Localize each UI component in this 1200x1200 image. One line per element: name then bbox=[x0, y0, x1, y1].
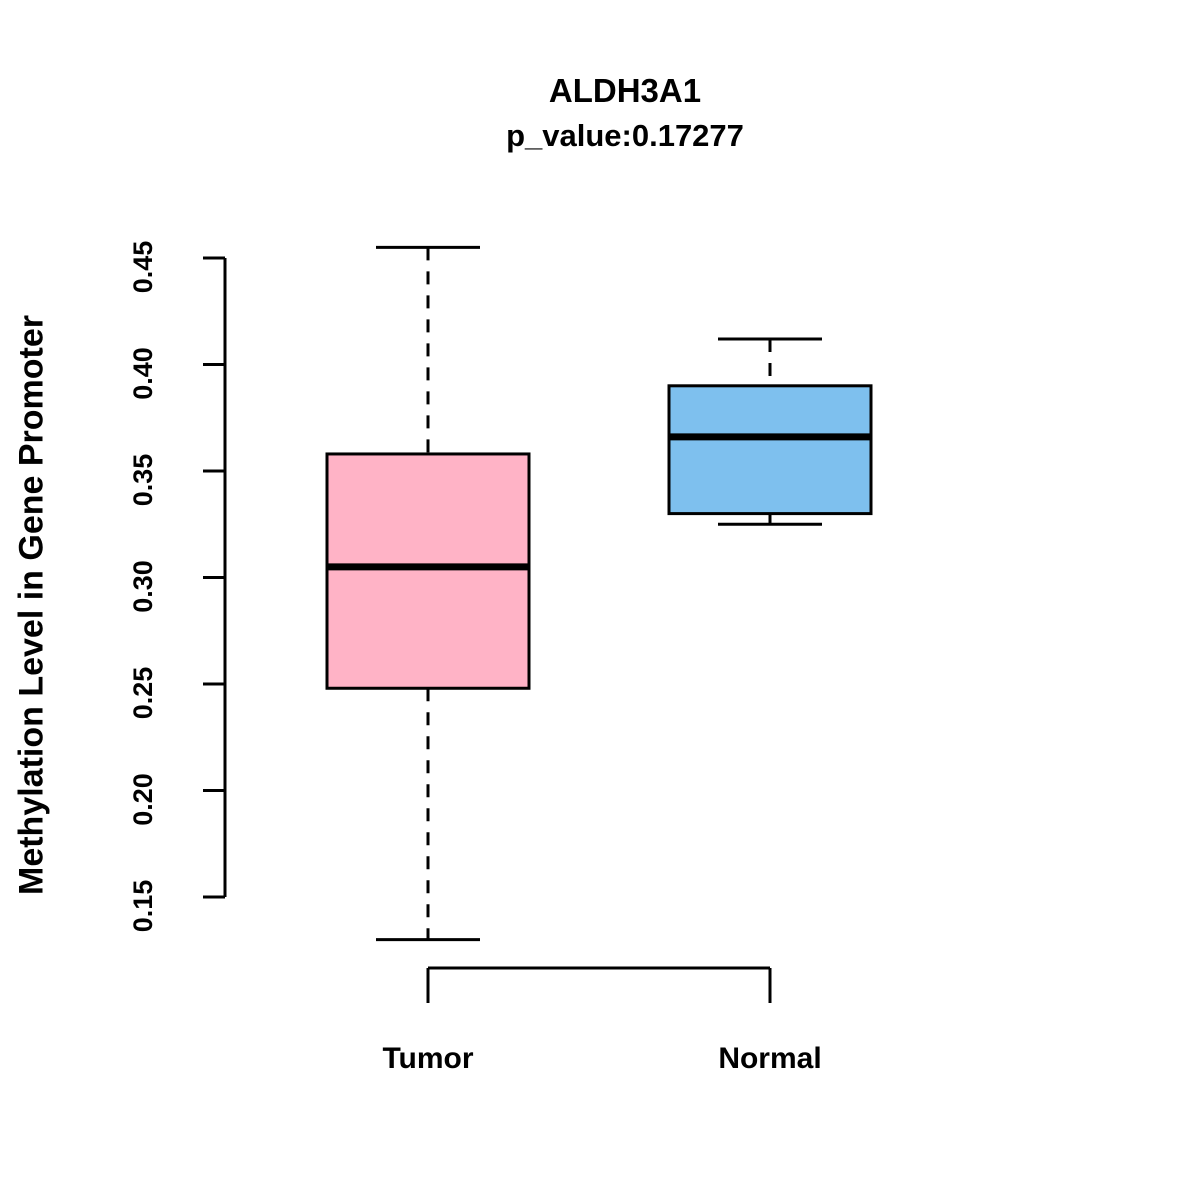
box-normal bbox=[667, 384, 873, 516]
y-axis-tick-label: 0.35 bbox=[128, 454, 158, 507]
x-axis-group-label: Normal bbox=[718, 1042, 821, 1075]
chart-title: ALDH3A1 bbox=[548, 72, 702, 109]
x-axis-group-label: Tumor bbox=[382, 1042, 473, 1075]
chart-subtitle: p_value:0.17277 bbox=[506, 118, 744, 153]
box-tumor bbox=[325, 452, 531, 690]
y-axis-tick-label: 0.40 bbox=[128, 347, 158, 400]
y-axis-tick-label: 0.15 bbox=[128, 880, 158, 933]
y-axis-tick-label: 0.20 bbox=[128, 773, 158, 826]
y-axis-tick-label: 0.25 bbox=[128, 667, 158, 720]
y-axis-tick-label: 0.30 bbox=[128, 560, 158, 613]
y-axis-tick-label: 0.45 bbox=[128, 241, 158, 294]
